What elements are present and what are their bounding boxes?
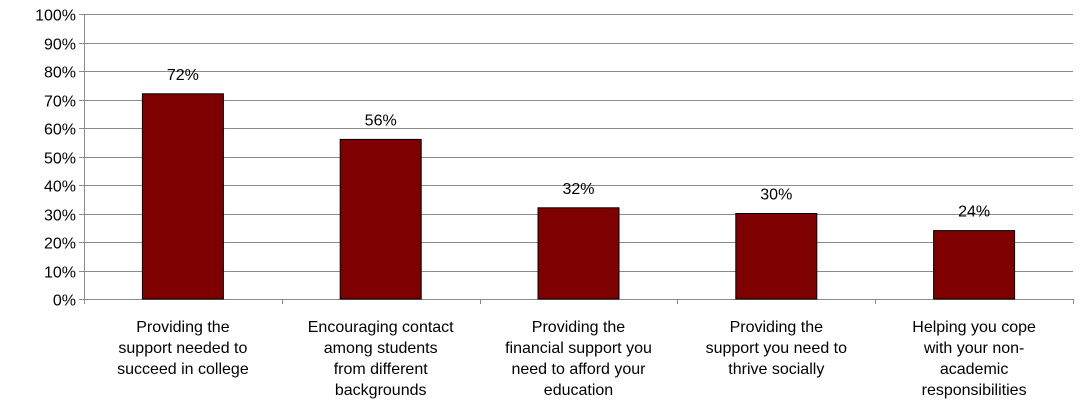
y-tick-label: 90% — [44, 37, 76, 54]
bars — [141, 93, 1016, 300]
y-tick-label: 70% — [44, 94, 76, 111]
data-label: 32% — [562, 181, 594, 198]
category-label-line: Providing the — [730, 319, 823, 336]
data-label: 24% — [958, 204, 990, 221]
category-label: Encouraging contact among students from di… — [308, 319, 454, 399]
axes — [79, 14, 1074, 304]
category-label-line: academic — [940, 361, 1008, 378]
category-label-line: Helping you cope — [912, 319, 1036, 336]
y-tick-label: 30% — [44, 208, 76, 225]
category-label-line: Providing the — [136, 319, 229, 336]
category-label-line: need to afford your — [511, 361, 646, 378]
category-label-line: support needed to — [118, 340, 247, 357]
y-tick-label: 20% — [44, 236, 76, 253]
bar — [141, 93, 224, 300]
y-tick-label: 40% — [44, 179, 76, 196]
y-tick-label: 80% — [44, 65, 76, 82]
category-labels: Providing the support needed to succeed in… — [117, 319, 1036, 399]
data-label: 56% — [365, 112, 397, 129]
y-tick-label: 50% — [44, 151, 76, 168]
category-label-line: succeed in college — [117, 361, 249, 378]
category-label: Providing the support you need to thrive s… — [706, 319, 848, 378]
category-label: Providing the support needed to succeed in… — [117, 319, 249, 378]
data-label: 30% — [760, 187, 792, 204]
category-label-line: Providing the — [532, 319, 625, 336]
y-tick-labels: 0% 10% 20% 30% 40% 50% 60% 70% 80% 90% 100% — [35, 8, 76, 310]
category-label: Providing the financial support you need t… — [505, 319, 652, 399]
bar — [537, 207, 620, 300]
category-label-line: education — [544, 382, 613, 399]
category-label-line: financial support you — [505, 340, 652, 357]
category-label-line: responsibilities — [922, 382, 1027, 399]
bar — [933, 230, 1016, 300]
y-tick-label: 100% — [35, 8, 76, 25]
category-label-line: among students — [324, 340, 438, 357]
category-label-line: Encouraging contact — [308, 319, 454, 336]
category-label-line: from different — [334, 361, 429, 378]
y-tick-label: 0% — [53, 293, 76, 310]
data-labels: 72% 56% 32% 30% 24% — [167, 67, 990, 221]
y-tick-label: 10% — [44, 265, 76, 282]
category-label-line: thrive socially — [728, 361, 824, 378]
data-label: 72% — [167, 67, 199, 84]
gridlines — [84, 14, 1073, 272]
category-label-line: support you need to — [706, 340, 848, 357]
bar — [735, 213, 818, 300]
bar — [339, 138, 422, 300]
category-label: Helping you cope with your non-academic re… — [912, 319, 1036, 399]
y-tick-label: 60% — [44, 122, 76, 139]
category-label-line: with your non- — [923, 340, 1025, 357]
category-label-line: backgrounds — [335, 382, 427, 399]
